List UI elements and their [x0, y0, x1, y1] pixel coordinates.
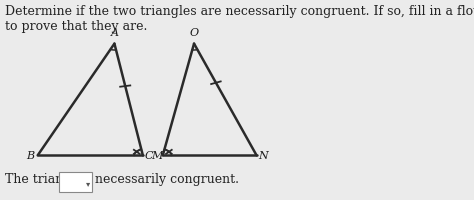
Text: necessarily congruent.: necessarily congruent. — [95, 172, 239, 185]
Text: N: N — [258, 151, 268, 161]
Text: Determine if the two triangles are necessarily congruent. If so, fill in a flowc: Determine if the two triangles are neces… — [5, 5, 474, 33]
Text: A: A — [110, 27, 118, 37]
Text: ▾: ▾ — [86, 178, 91, 187]
Text: The triangles: The triangles — [5, 172, 89, 185]
Text: B: B — [27, 151, 35, 161]
Text: M: M — [151, 151, 162, 161]
Text: O: O — [190, 27, 199, 37]
Bar — [59, 172, 91, 192]
Text: C: C — [145, 151, 154, 161]
